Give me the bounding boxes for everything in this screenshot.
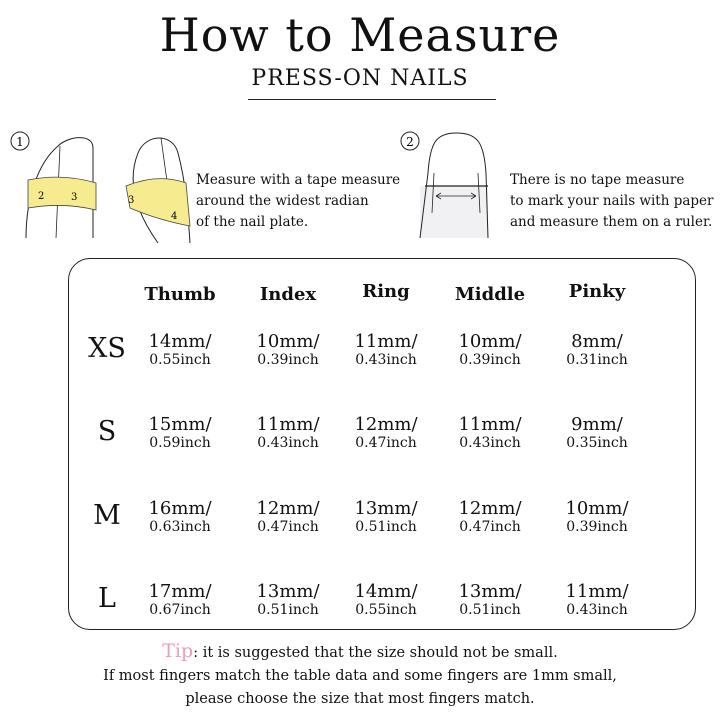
cell-mm: 12mm/ bbox=[256, 498, 320, 519]
cell-mm: 11mm/ bbox=[354, 331, 418, 352]
svg-text:4: 4 bbox=[171, 211, 177, 222]
column-header-pinky: Pinky bbox=[568, 281, 626, 302]
cell-mm: 14mm/ bbox=[148, 331, 212, 352]
tape-measure-illustration: 1 2 3 3 4 bbox=[10, 131, 191, 243]
table-cell: 16mm/0.63inch bbox=[125, 499, 235, 537]
table-cell: 10mm/0.39inch bbox=[435, 332, 545, 370]
step1-line: of the nail plate. bbox=[196, 214, 309, 230]
table-cell: 10mm/0.39inch bbox=[542, 499, 652, 537]
cell-inch: 0.43inch bbox=[459, 435, 521, 451]
step1-line: Measure with a tape measure bbox=[196, 172, 401, 188]
size-table bbox=[68, 258, 696, 630]
step1-line: around the widest radian bbox=[196, 193, 369, 209]
table-cell: 8mm/0.31inch bbox=[542, 332, 652, 370]
step2-line: to mark your nails with paper bbox=[510, 193, 714, 209]
table-cell: 13mm/0.51inch bbox=[435, 582, 545, 620]
table-cell: 12mm/0.47inch bbox=[233, 499, 343, 537]
cell-mm: 11mm/ bbox=[458, 414, 522, 435]
cell-mm: 9mm/ bbox=[571, 414, 623, 435]
cell-mm: 13mm/ bbox=[354, 498, 418, 519]
table-cell: 10mm/0.39inch bbox=[233, 332, 343, 370]
column-header-thumb: Thumb bbox=[144, 284, 216, 305]
cell-inch: 0.43inch bbox=[566, 602, 628, 618]
cell-mm: 17mm/ bbox=[148, 581, 212, 602]
step1-description: Measure with a tape measure around the w… bbox=[196, 170, 400, 233]
table-cell: 12mm/0.47inch bbox=[435, 499, 545, 537]
step2-description: There is no tape measure to mark your na… bbox=[510, 170, 713, 233]
table-cell: 17mm/0.67inch bbox=[125, 582, 235, 620]
cell-inch: 0.59inch bbox=[149, 435, 211, 451]
cell-inch: 0.55inch bbox=[355, 602, 417, 618]
table-cell: 14mm/0.55inch bbox=[125, 332, 235, 370]
cell-mm: 10mm/ bbox=[565, 498, 629, 519]
cell-inch: 0.43inch bbox=[257, 435, 319, 451]
table-cell: 14mm/0.55inch bbox=[331, 582, 441, 620]
cell-mm: 15mm/ bbox=[148, 414, 212, 435]
table-cell: 13mm/0.51inch bbox=[331, 499, 441, 537]
table-cell: 12mm/0.47inch bbox=[331, 415, 441, 453]
size-label: S bbox=[97, 416, 117, 447]
table-cell: 9mm/0.35inch bbox=[542, 415, 652, 453]
svg-text:3: 3 bbox=[128, 195, 134, 206]
svg-text:2: 2 bbox=[38, 191, 44, 202]
cell-mm: 12mm/ bbox=[458, 498, 522, 519]
cell-inch: 0.43inch bbox=[355, 352, 417, 368]
cell-mm: 8mm/ bbox=[571, 331, 623, 352]
cell-mm: 10mm/ bbox=[256, 331, 320, 352]
cell-inch: 0.55inch bbox=[149, 352, 211, 368]
tip-line: : it is suggested that the size should n… bbox=[193, 645, 558, 661]
cell-mm: 16mm/ bbox=[148, 498, 212, 519]
cell-inch: 0.47inch bbox=[257, 519, 319, 535]
table-cell: 11mm/0.43inch bbox=[542, 582, 652, 620]
step2-number: 2 bbox=[406, 135, 414, 149]
cell-inch: 0.31inch bbox=[566, 352, 628, 368]
cell-inch: 0.39inch bbox=[459, 352, 521, 368]
column-header-middle: Middle bbox=[454, 284, 526, 305]
cell-inch: 0.51inch bbox=[459, 602, 521, 618]
cell-inch: 0.47inch bbox=[459, 519, 521, 535]
cell-inch: 0.39inch bbox=[257, 352, 319, 368]
page-subtitle: PRESS-ON NAILS bbox=[251, 66, 469, 91]
step1-number: 1 bbox=[16, 135, 24, 149]
size-label: XS bbox=[88, 333, 126, 364]
svg-text:3: 3 bbox=[71, 192, 77, 203]
cell-mm: 12mm/ bbox=[354, 414, 418, 435]
table-cell: 11mm/0.43inch bbox=[331, 332, 441, 370]
step2-line: There is no tape measure bbox=[510, 172, 685, 188]
cell-inch: 0.67inch bbox=[149, 602, 211, 618]
tip-line: please choose the size that most fingers… bbox=[185, 691, 535, 707]
cell-inch: 0.47inch bbox=[355, 435, 417, 451]
column-header-ring: Ring bbox=[362, 281, 410, 302]
cell-inch: 0.51inch bbox=[355, 519, 417, 535]
table-cell: 11mm/0.43inch bbox=[233, 415, 343, 453]
step2-line: and measure them on a ruler. bbox=[510, 214, 713, 230]
cell-mm: 13mm/ bbox=[256, 581, 320, 602]
cell-mm: 11mm/ bbox=[565, 581, 629, 602]
tip-note: Tip: it is suggested that the size shoul… bbox=[0, 640, 720, 711]
cell-inch: 0.35inch bbox=[566, 435, 628, 451]
cell-mm: 10mm/ bbox=[458, 331, 522, 352]
column-header-index: Index bbox=[259, 284, 317, 305]
subtitle-underline bbox=[248, 99, 496, 100]
cell-inch: 0.63inch bbox=[149, 519, 211, 535]
tip-label: Tip bbox=[162, 640, 194, 662]
size-label: L bbox=[98, 583, 116, 614]
page-title: How to Measure bbox=[159, 8, 561, 62]
cell-mm: 14mm/ bbox=[354, 581, 418, 602]
size-label: M bbox=[93, 500, 121, 531]
table-cell: 15mm/0.59inch bbox=[125, 415, 235, 453]
cell-mm: 11mm/ bbox=[256, 414, 320, 435]
table-cell: 11mm/0.43inch bbox=[435, 415, 545, 453]
cell-inch: 0.51inch bbox=[257, 602, 319, 618]
cell-mm: 13mm/ bbox=[458, 581, 522, 602]
paper-mark-illustration: 2 bbox=[400, 131, 489, 239]
table-cell: 13mm/0.51inch bbox=[233, 582, 343, 620]
cell-inch: 0.39inch bbox=[566, 519, 628, 535]
tip-line: If most fingers match the table data and… bbox=[103, 668, 617, 684]
